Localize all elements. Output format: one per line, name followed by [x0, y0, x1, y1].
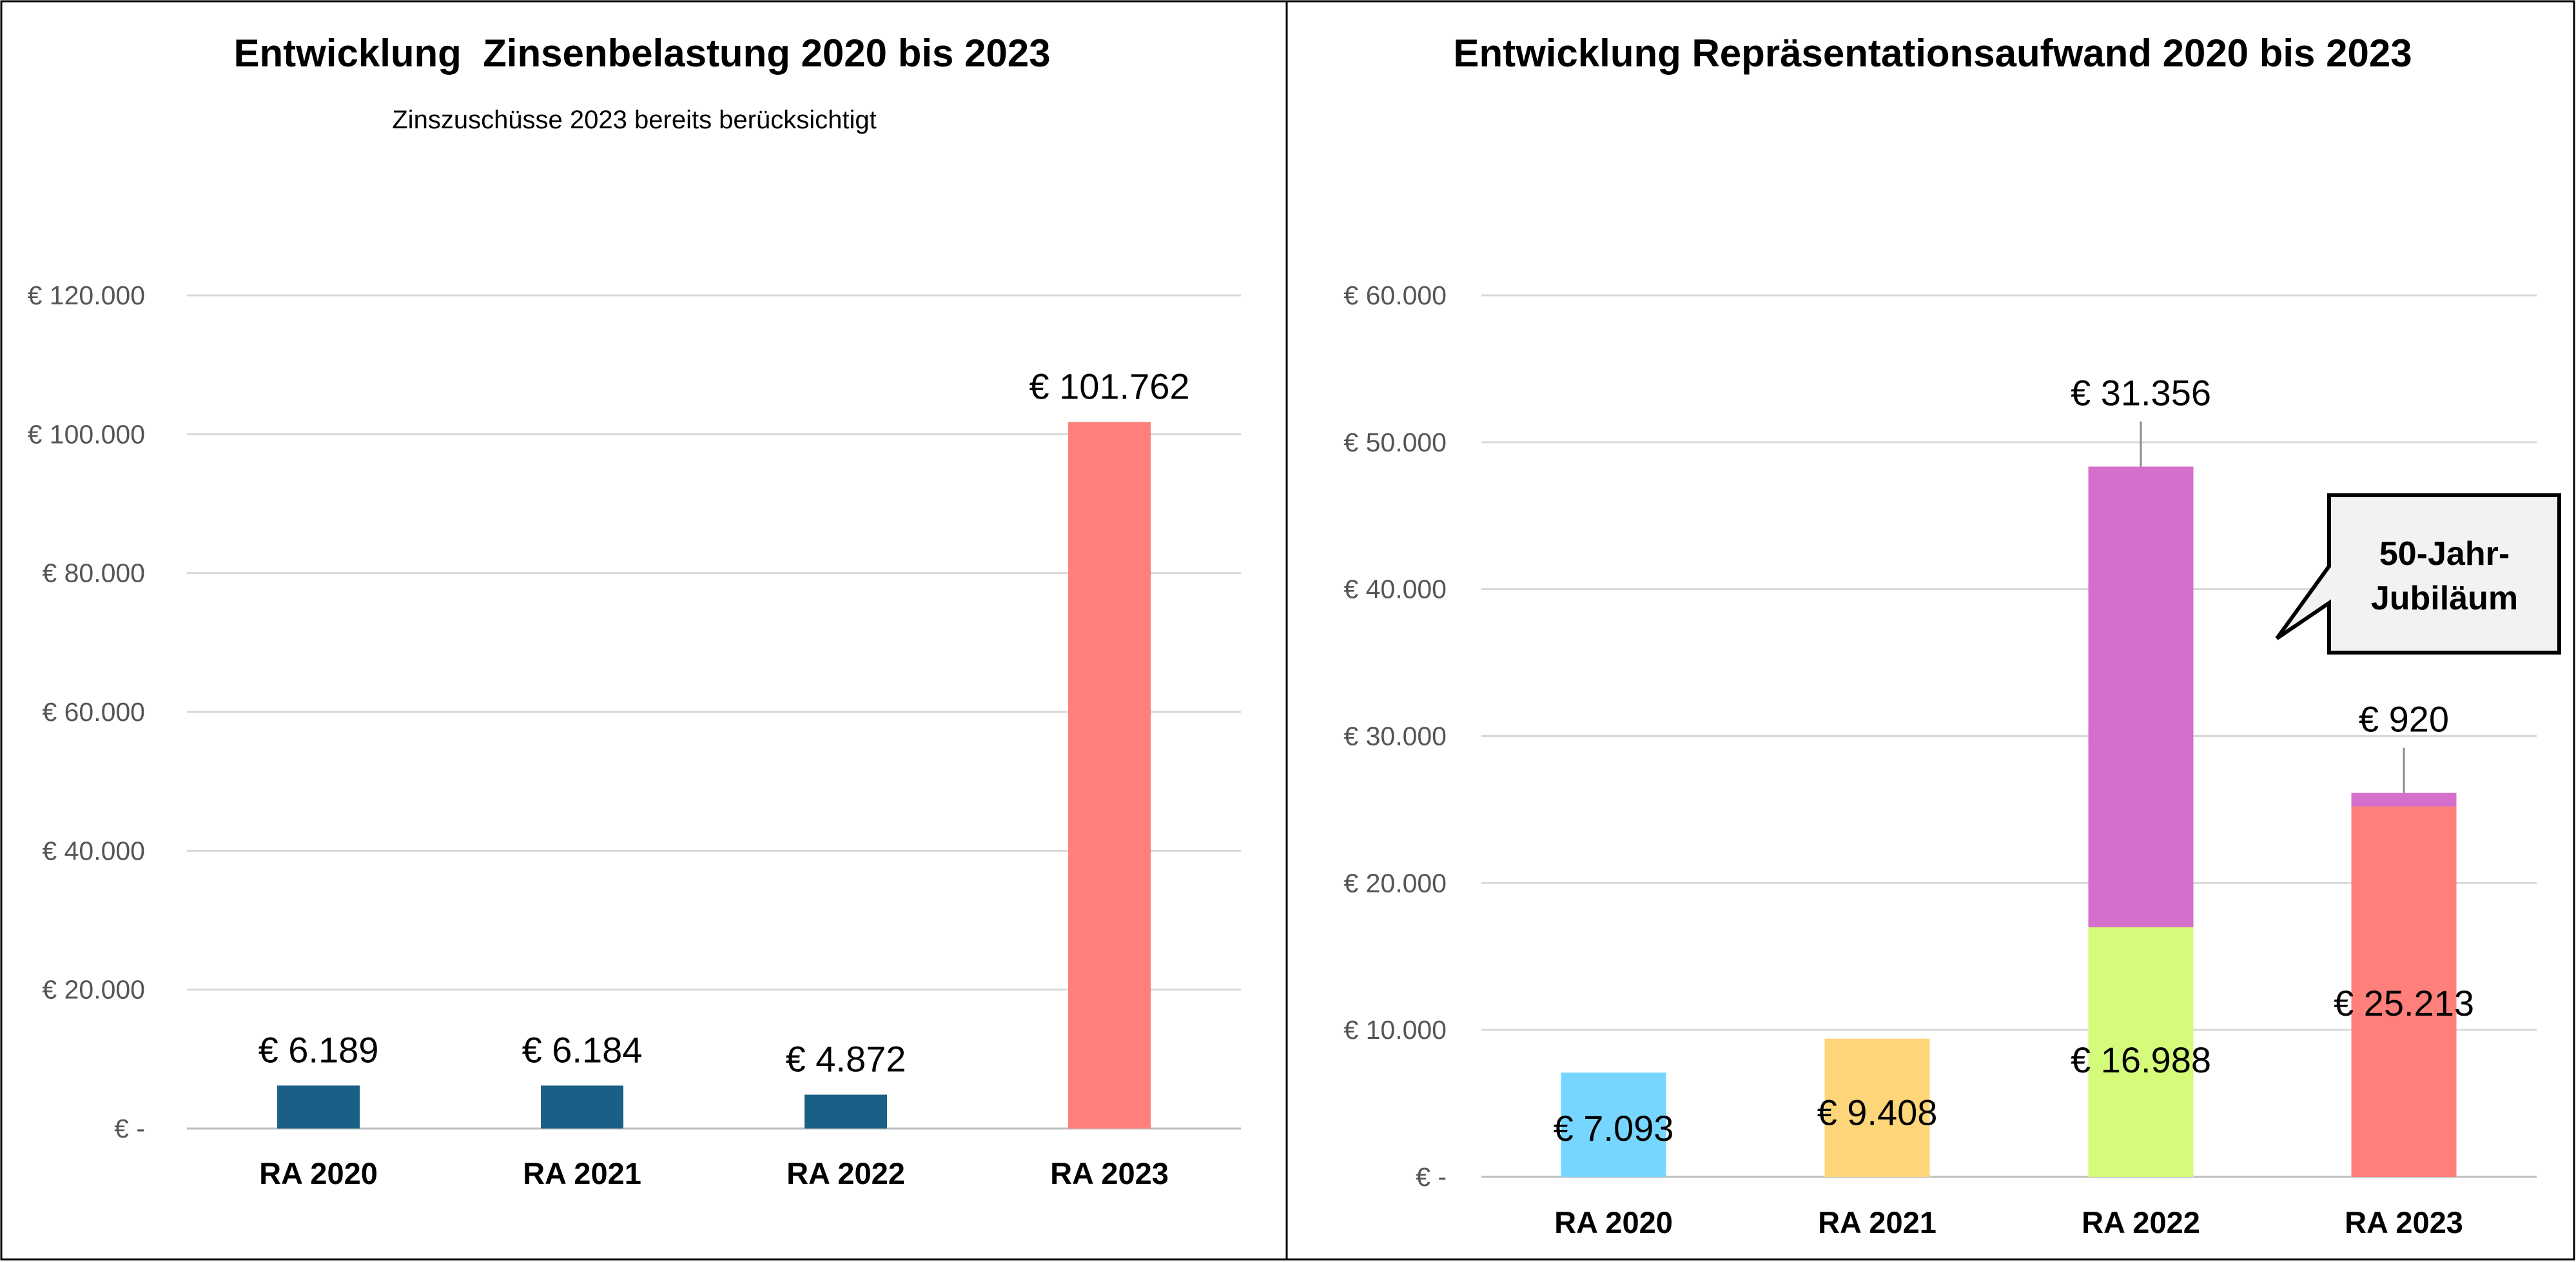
chart1-x-tick-label: RA 2021	[523, 1156, 641, 1190]
chart1-data-label: € 4.872	[786, 1039, 906, 1080]
anniversary-callout: 50-Jahr- Jubiläum	[2275, 493, 2561, 655]
chart1-x-tick-label: RA 2022	[786, 1156, 905, 1190]
chart2-title: Entwicklung Repräsentationsaufwand 2020 …	[1453, 32, 2412, 75]
chart1-y-tick-label: € 60.000	[42, 697, 145, 727]
chart1-x-tick-label: RA 2023	[1050, 1156, 1169, 1190]
chart2-bar-segment	[2088, 927, 2194, 1177]
chart1-subtitle: Zinszuschüsse 2023 bereits berücksichtig…	[392, 106, 876, 134]
chart1-x-axis: RA 2020 RA 2021 RA 2022 RA 2023	[259, 1156, 1169, 1190]
chart2-data-label: € 920	[2359, 699, 2449, 740]
chart1-bar	[541, 1085, 623, 1129]
chart1-bars	[277, 422, 1151, 1129]
chart2-y-tick-label: € 60.000	[1343, 281, 1447, 310]
chart2-y-tick-label: € -	[1416, 1162, 1447, 1192]
chart1-x-tick-label: RA 2020	[259, 1156, 378, 1190]
chart1-bar	[1068, 422, 1151, 1129]
chart1-y-axis: € - € 20.000 € 40.000 € 60.000 € 80.000 € 100…	[28, 281, 145, 1143]
chart2-x-tick-label: RA 2022	[2082, 1205, 2200, 1239]
chart1-title: Entwicklung Zinsenbelastung 2020 bis 202…	[233, 32, 1050, 75]
chart2-y-tick-label: € 40.000	[1343, 575, 1447, 604]
chart1-y-tick-label: € 80.000	[42, 558, 145, 588]
chart2-y-tick-label: € 20.000	[1343, 868, 1447, 898]
chart2-x-tick-label: RA 2023	[2345, 1205, 2463, 1239]
chart1-data-labels: € 6.189 € 6.184 € 4.872 € 101.762	[259, 366, 1190, 1079]
chart2-bars	[1561, 466, 2457, 1177]
chart1-y-tick-label: € 40.000	[42, 836, 145, 865]
chart1-y-tick-label: € 100.000	[28, 419, 145, 449]
chart2-bar-segment	[1561, 1072, 1666, 1177]
chart2-y-tick-label: € 30.000	[1343, 722, 1447, 751]
chart1-bar	[277, 1085, 360, 1129]
chart1-bar	[805, 1094, 887, 1129]
chart1-y-tick-label: € -	[114, 1114, 145, 1143]
chart1-data-label: € 101.762	[1029, 366, 1189, 406]
chart2-y-axis: € - € 10.000 € 20.000 € 30.000 € 40.000 € 50.…	[1343, 281, 1447, 1192]
chart2-data-labels: € 7.093 € 9.408 € 16.988 € 31.356 € 25.213 € …	[1554, 373, 2474, 1149]
chart2-bar-segment	[1824, 1038, 1930, 1177]
chart2-y-tick-label: € 10.000	[1343, 1015, 1447, 1045]
chart2-bar-segment	[2088, 466, 2194, 927]
right-panel-border	[1285, 0, 2575, 1261]
chart2-data-label: € 25.213	[2334, 983, 2474, 1023]
chart2-x-tick-label: RA 2021	[1818, 1205, 1937, 1239]
chart2-data-label: € 9.408	[1817, 1092, 1938, 1132]
chart2-data-label: € 16.988	[2071, 1040, 2211, 1080]
chart1-y-tick-label: € 120.000	[28, 281, 145, 310]
chart1-gridlines	[187, 294, 1241, 1130]
chart1-data-label: € 6.184	[522, 1029, 643, 1070]
chart2-x-axis: RA 2020 RA 2021 RA 2022 RA 2023	[1554, 1205, 2463, 1239]
chart2-bar-segment	[2351, 793, 2457, 807]
callout-shape	[2275, 493, 2561, 655]
chart1-y-tick-label: € 20.000	[42, 975, 145, 1005]
chart2-data-label: € 31.356	[2071, 373, 2211, 413]
chart2-bar-segment	[2351, 806, 2457, 1177]
chart2-y-tick-label: € 50.000	[1343, 428, 1447, 457]
chart2-x-tick-label: RA 2020	[1554, 1205, 1673, 1239]
chart1-data-label: € 6.189	[259, 1029, 379, 1070]
callout-line-2: Jubiläum	[2371, 580, 2518, 617]
callout-line-1: 50-Jahr-	[2379, 535, 2510, 573]
chart2-data-label: € 7.093	[1554, 1108, 1674, 1149]
